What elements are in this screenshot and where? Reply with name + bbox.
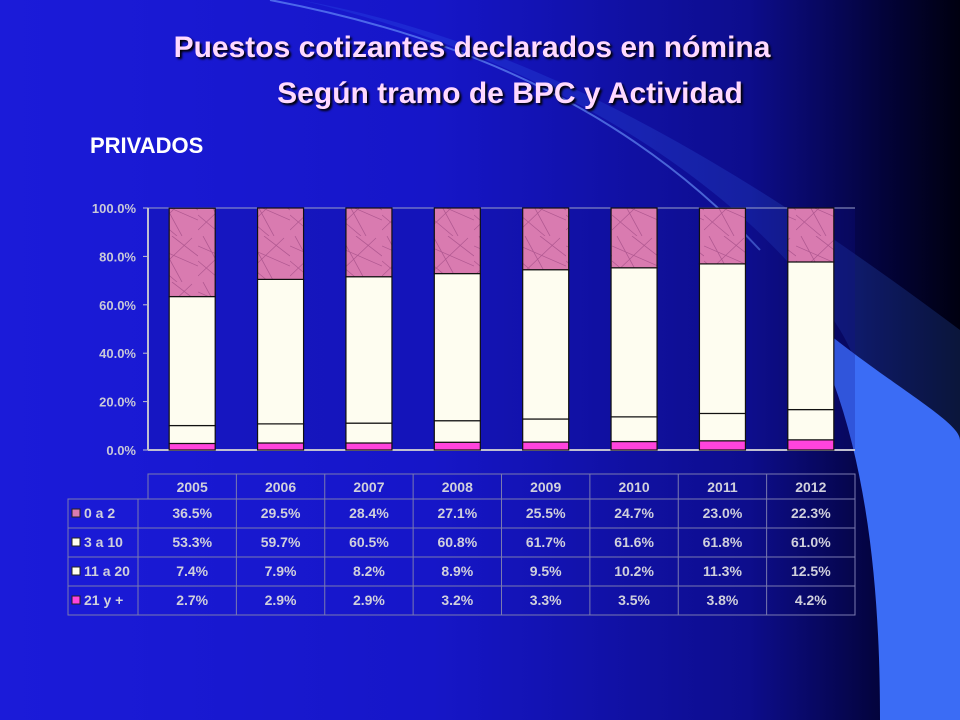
table-cell-value: 27.1% bbox=[437, 505, 477, 521]
bar-segment-0-a-2-2007 bbox=[345, 207, 393, 278]
table-cell-value: 22.3% bbox=[791, 505, 831, 521]
bar-segment-21-y-plus-2005 bbox=[168, 442, 216, 451]
bar-segment-11-a-20-2005 bbox=[168, 424, 216, 445]
legend-key-0-a-2 bbox=[71, 508, 81, 518]
bar-segment-3-a-10-2010 bbox=[610, 267, 658, 418]
bar-segment-0-a-2-2006 bbox=[256, 207, 305, 280]
bar-segment-11-a-20-2011 bbox=[698, 412, 747, 442]
bar-segment-3-a-10-2006 bbox=[256, 278, 305, 425]
legend-label: 11 a 20 bbox=[84, 563, 130, 579]
table-header-year: 2008 bbox=[442, 479, 473, 495]
table-cell-value: 36.5% bbox=[172, 505, 212, 521]
slide-title-line-1: Puestos cotizantes declarados en nómina bbox=[173, 31, 771, 64]
table-cell-value: 61.7% bbox=[526, 534, 566, 550]
table-cell-value: 9.5% bbox=[530, 563, 562, 579]
table-cell-value: 8.2% bbox=[353, 563, 385, 579]
bar-segment-3-a-10-2008 bbox=[433, 272, 481, 422]
table-cell-value: 12.5% bbox=[791, 563, 831, 579]
table-header-year: 2010 bbox=[618, 479, 649, 495]
plot-background bbox=[148, 208, 855, 450]
bar-segment-3-a-10-2007 bbox=[345, 276, 393, 424]
bar-segment-0-a-2-2008 bbox=[433, 207, 481, 275]
bar-segment-11-a-20-2008 bbox=[433, 420, 481, 443]
table-header-year: 2009 bbox=[530, 479, 561, 495]
data-table: 2005 2006 2007 2008 2009 2010 2011 2012 0 a 2 36.… bbox=[67, 473, 856, 616]
table-header-year: 2012 bbox=[795, 479, 826, 495]
decorative-corner-panel bbox=[800, 310, 960, 720]
table-cell-value: 61.8% bbox=[703, 534, 743, 550]
table-cell-value: 3.3% bbox=[530, 592, 562, 608]
legend-key-3-a-10 bbox=[71, 537, 81, 547]
table-cell-value: 24.7% bbox=[614, 505, 654, 521]
slide-title-line-2: Según tramo de BPC y Actividad bbox=[277, 77, 743, 110]
bar-segment-21-y-plus-2009 bbox=[522, 441, 570, 451]
bar-segment-3-a-10-2011 bbox=[698, 263, 747, 415]
bar-segment-21-y-plus-2010 bbox=[610, 440, 658, 451]
y-tick-label: 60.0% bbox=[99, 298, 136, 313]
table-cell-value: 61.6% bbox=[614, 534, 654, 550]
table-cell-value: 25.5% bbox=[526, 505, 566, 521]
bar-segment-21-y-plus-2012 bbox=[787, 439, 835, 451]
bar-segment-0-a-2-2011 bbox=[698, 207, 747, 265]
table-cell-value: 4.2% bbox=[795, 592, 827, 608]
table-cell-value: 2.9% bbox=[265, 592, 297, 608]
bar-segment-21-y-plus-2008 bbox=[433, 441, 481, 451]
legend-key-11-a-20 bbox=[71, 566, 81, 576]
y-tick-label: 40.0% bbox=[99, 346, 136, 361]
stacked-bar-chart: 0.0%20.0%40.0%60.0%80.0%100.0% 2005 2006 2… bbox=[67, 201, 856, 616]
table-cell-value: 11.3% bbox=[703, 563, 742, 579]
bar-segment-21-y-plus-2007 bbox=[345, 442, 393, 451]
table-cell-value: 59.7% bbox=[261, 534, 301, 550]
table-cell-value: 7.9% bbox=[265, 563, 297, 579]
bar-segment-3-a-10-2012 bbox=[787, 261, 835, 411]
legend-label: 0 a 2 bbox=[84, 505, 115, 521]
bar-segment-11-a-20-2006 bbox=[256, 423, 305, 444]
table-cell-value: 23.0% bbox=[703, 505, 743, 521]
table-header-year: 2007 bbox=[353, 479, 384, 495]
table-cell-value: 29.5% bbox=[261, 505, 301, 521]
table-cell-value: 53.3% bbox=[172, 534, 212, 550]
table-header-year: 2011 bbox=[707, 479, 738, 495]
bar-segment-21-y-plus-2011 bbox=[698, 440, 747, 451]
bar-segment-21-y-plus-2006 bbox=[256, 442, 305, 451]
table-cell-value: 60.5% bbox=[349, 534, 389, 550]
bar-segment-11-a-20-2009 bbox=[522, 418, 570, 443]
section-subtitle: PRIVADOS bbox=[90, 133, 204, 158]
table-cell-value: 3.5% bbox=[618, 592, 650, 608]
bar-segment-0-a-2-2012 bbox=[787, 207, 835, 263]
table-header-year: 2005 bbox=[177, 479, 208, 495]
plot-area: 0.0% 20.0% 40.0% 60.0% 80.0% 100.0% bbox=[92, 201, 855, 458]
table-header-year: 2006 bbox=[265, 479, 296, 495]
bar-segment-11-a-20-2012 bbox=[787, 408, 835, 441]
bar-segment-11-a-20-2010 bbox=[610, 416, 658, 443]
y-tick-label: 80.0% bbox=[99, 249, 136, 264]
y-tick-label: 20.0% bbox=[99, 395, 136, 410]
table-cell-value: 2.9% bbox=[353, 592, 385, 608]
table-cell-value: 10.2% bbox=[614, 563, 654, 579]
table-cell-value: 7.4% bbox=[176, 563, 208, 579]
bar-segment-3-a-10-2009 bbox=[522, 269, 570, 420]
bar-segment-0-a-2-2005 bbox=[168, 207, 216, 298]
legend-key-21-y-plus bbox=[71, 595, 81, 605]
bar-segment-3-a-10-2005 bbox=[168, 295, 216, 427]
decorative-curve-line bbox=[269, 0, 761, 251]
table-cell-value: 60.8% bbox=[437, 534, 477, 550]
table-cell-value: 28.4% bbox=[349, 505, 389, 521]
table-cell-value: 3.8% bbox=[706, 592, 738, 608]
table-cell-value: 61.0% bbox=[791, 534, 831, 550]
table-cell-value: 8.9% bbox=[441, 563, 473, 579]
bar-segment-0-a-2-2010 bbox=[610, 207, 658, 269]
table-cell-value: 3.2% bbox=[441, 592, 473, 608]
y-tick-label: 100.0% bbox=[92, 201, 137, 216]
legend-label: 3 a 10 bbox=[84, 534, 123, 550]
legend-label: 21 y + bbox=[84, 592, 123, 608]
table-cell-value: 2.7% bbox=[176, 592, 208, 608]
y-tick-label: 0.0% bbox=[106, 443, 136, 458]
bar-segment-11-a-20-2007 bbox=[345, 422, 393, 444]
bar-segment-0-a-2-2009 bbox=[522, 207, 570, 271]
